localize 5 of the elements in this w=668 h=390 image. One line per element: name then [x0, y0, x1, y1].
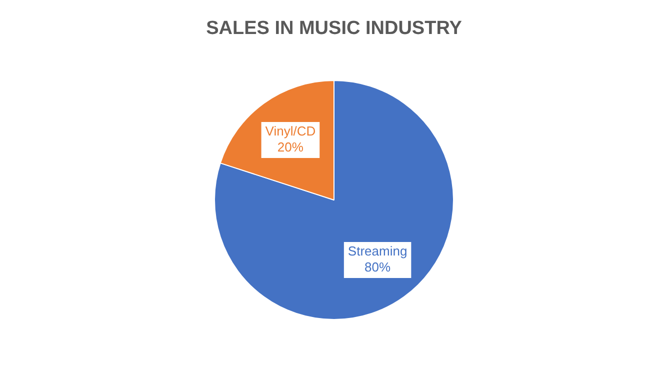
- data-label: 80%: [364, 260, 391, 275]
- slice-label: Vinyl/CD: [265, 124, 316, 139]
- slice-label: Streaming: [348, 244, 408, 259]
- data-label: 20%: [277, 140, 304, 155]
- chart-title: SALES IN MUSIC INDUSTRY: [205, 18, 463, 40]
